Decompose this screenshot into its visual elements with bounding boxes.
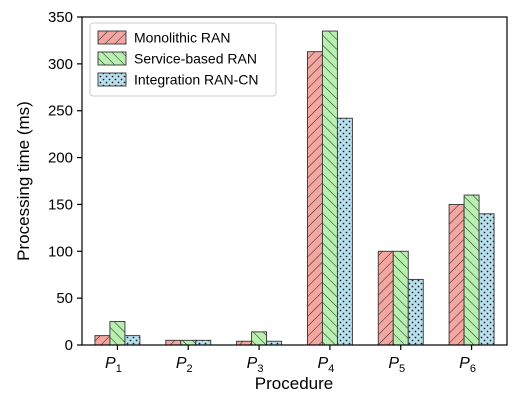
y-tick-label: 250	[48, 103, 73, 120]
bar-p1-series-2	[109, 321, 126, 346]
bar-p3-series-2	[251, 331, 268, 346]
bar-p6-series-2	[463, 194, 480, 346]
bar-p1-series-1	[94, 335, 111, 346]
x-tick-label: P6	[459, 355, 476, 375]
y-tick-label: 50	[56, 290, 73, 307]
x-tick-label: P5	[388, 355, 405, 375]
legend: Monolithic RAN Service-based RAN Integrati…	[89, 22, 277, 97]
x-axis: P1 P2 P3 P4 P5 P6	[105, 345, 476, 375]
bar-p4-series-3	[336, 117, 353, 346]
x-tick-label: P1	[105, 355, 122, 375]
bar-p1-series-3	[124, 335, 141, 346]
legend-label-3: Integration RAN-CN	[134, 72, 259, 88]
legend-swatch-2	[97, 51, 127, 66]
legend-frame	[89, 22, 277, 97]
bar-p5-series-2	[392, 250, 409, 346]
x-tick-label: P3	[247, 355, 264, 375]
bar-p2-series-1	[165, 339, 182, 346]
y-tick-label: 300	[48, 56, 73, 73]
legend-label-1: Monolithic RAN	[134, 30, 230, 46]
y-tick-label: 350	[48, 9, 73, 26]
legend-swatch-3	[97, 72, 127, 87]
legend-swatch-1	[97, 30, 127, 45]
x-axis-title: Procedure	[255, 374, 333, 393]
x-tick-label: P2	[176, 355, 193, 375]
y-axis-title: Processing time (ms)	[14, 101, 33, 261]
bar-p6-series-1	[448, 203, 465, 346]
bar-p6-series-3	[478, 213, 495, 346]
bar-p4-series-1	[306, 51, 323, 346]
plot-frame	[81, 16, 508, 346]
legend-label-2: Service-based RAN	[134, 51, 257, 67]
y-tick-label: 0	[65, 337, 73, 354]
y-tick-label: 200	[48, 150, 73, 167]
bars-layer	[94, 30, 495, 346]
bar-p5-series-3	[407, 278, 424, 346]
y-tick-label: 100	[48, 243, 73, 260]
y-axis: 0 50 100 150 200 250 300 350	[48, 9, 82, 354]
bar-p4-series-2	[321, 30, 338, 346]
y-tick-label: 150	[48, 196, 73, 213]
bar-p2-series-3	[195, 339, 212, 346]
bar-p2-series-2	[180, 339, 197, 346]
x-tick-label: P4	[318, 355, 335, 375]
bar-p5-series-1	[377, 250, 394, 346]
